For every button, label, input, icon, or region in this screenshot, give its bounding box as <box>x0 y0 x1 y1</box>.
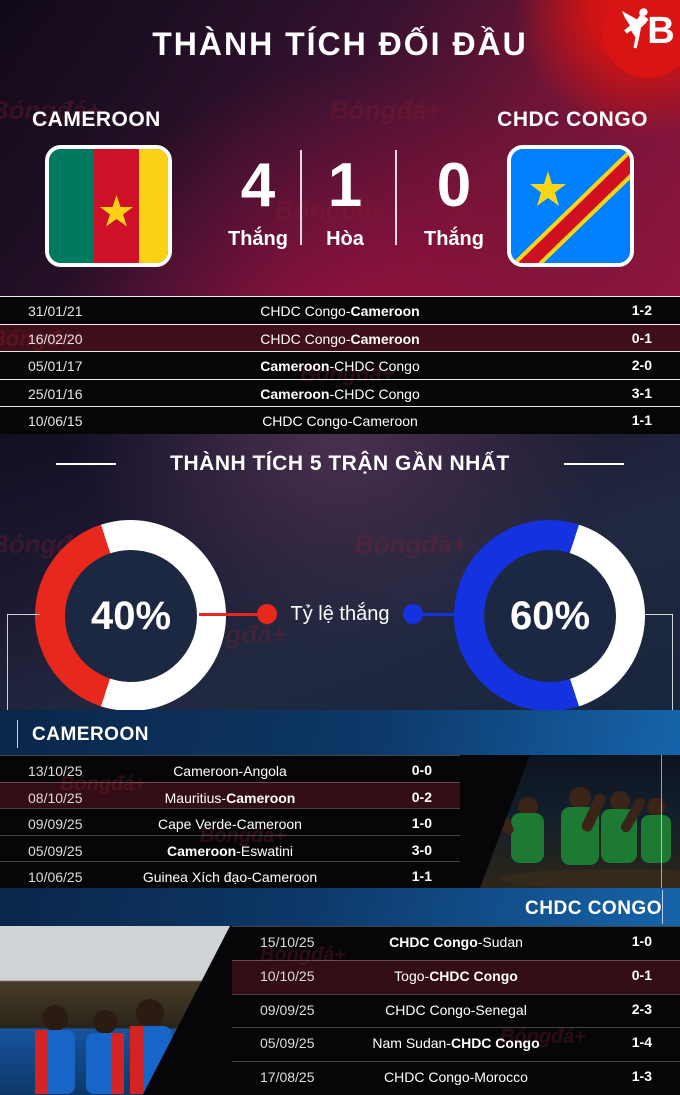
svg-text:B: B <box>647 10 674 52</box>
